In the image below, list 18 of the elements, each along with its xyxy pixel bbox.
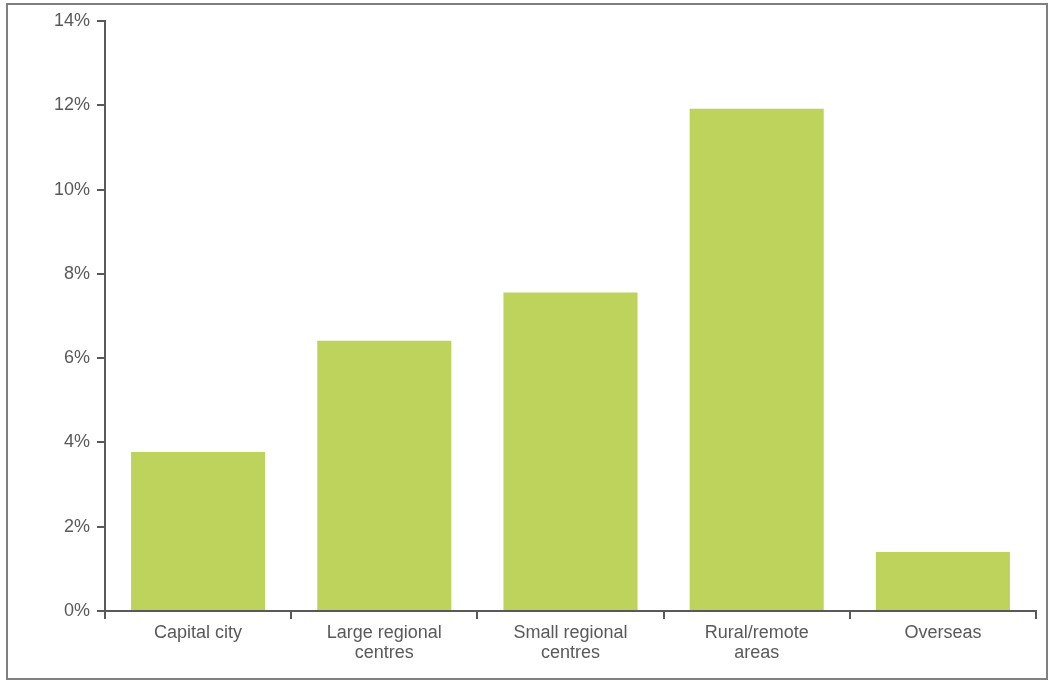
x-tick-label: Overseas	[904, 621, 982, 642]
y-tick-label: 8%	[63, 262, 90, 283]
y-tick-label: 10%	[53, 178, 90, 199]
bar	[131, 452, 266, 610]
y-tick-label: 4%	[63, 431, 90, 452]
y-tick-label: 14%	[53, 9, 90, 30]
x-tick-label: Capital city	[154, 621, 243, 642]
y-tick-label: 2%	[63, 515, 90, 536]
bar	[503, 292, 638, 610]
x-tick-label: Large regional centres	[326, 621, 442, 662]
bar	[317, 340, 452, 610]
y-tick-label: 12%	[53, 94, 90, 115]
bar	[875, 552, 1010, 610]
y-tick-label: 0%	[63, 599, 90, 620]
bar	[689, 108, 824, 610]
y-tick-label: 6%	[63, 347, 90, 368]
x-tick-label: Rural/remote areas	[704, 621, 809, 662]
x-tick-label: Small regional centres	[513, 621, 628, 662]
